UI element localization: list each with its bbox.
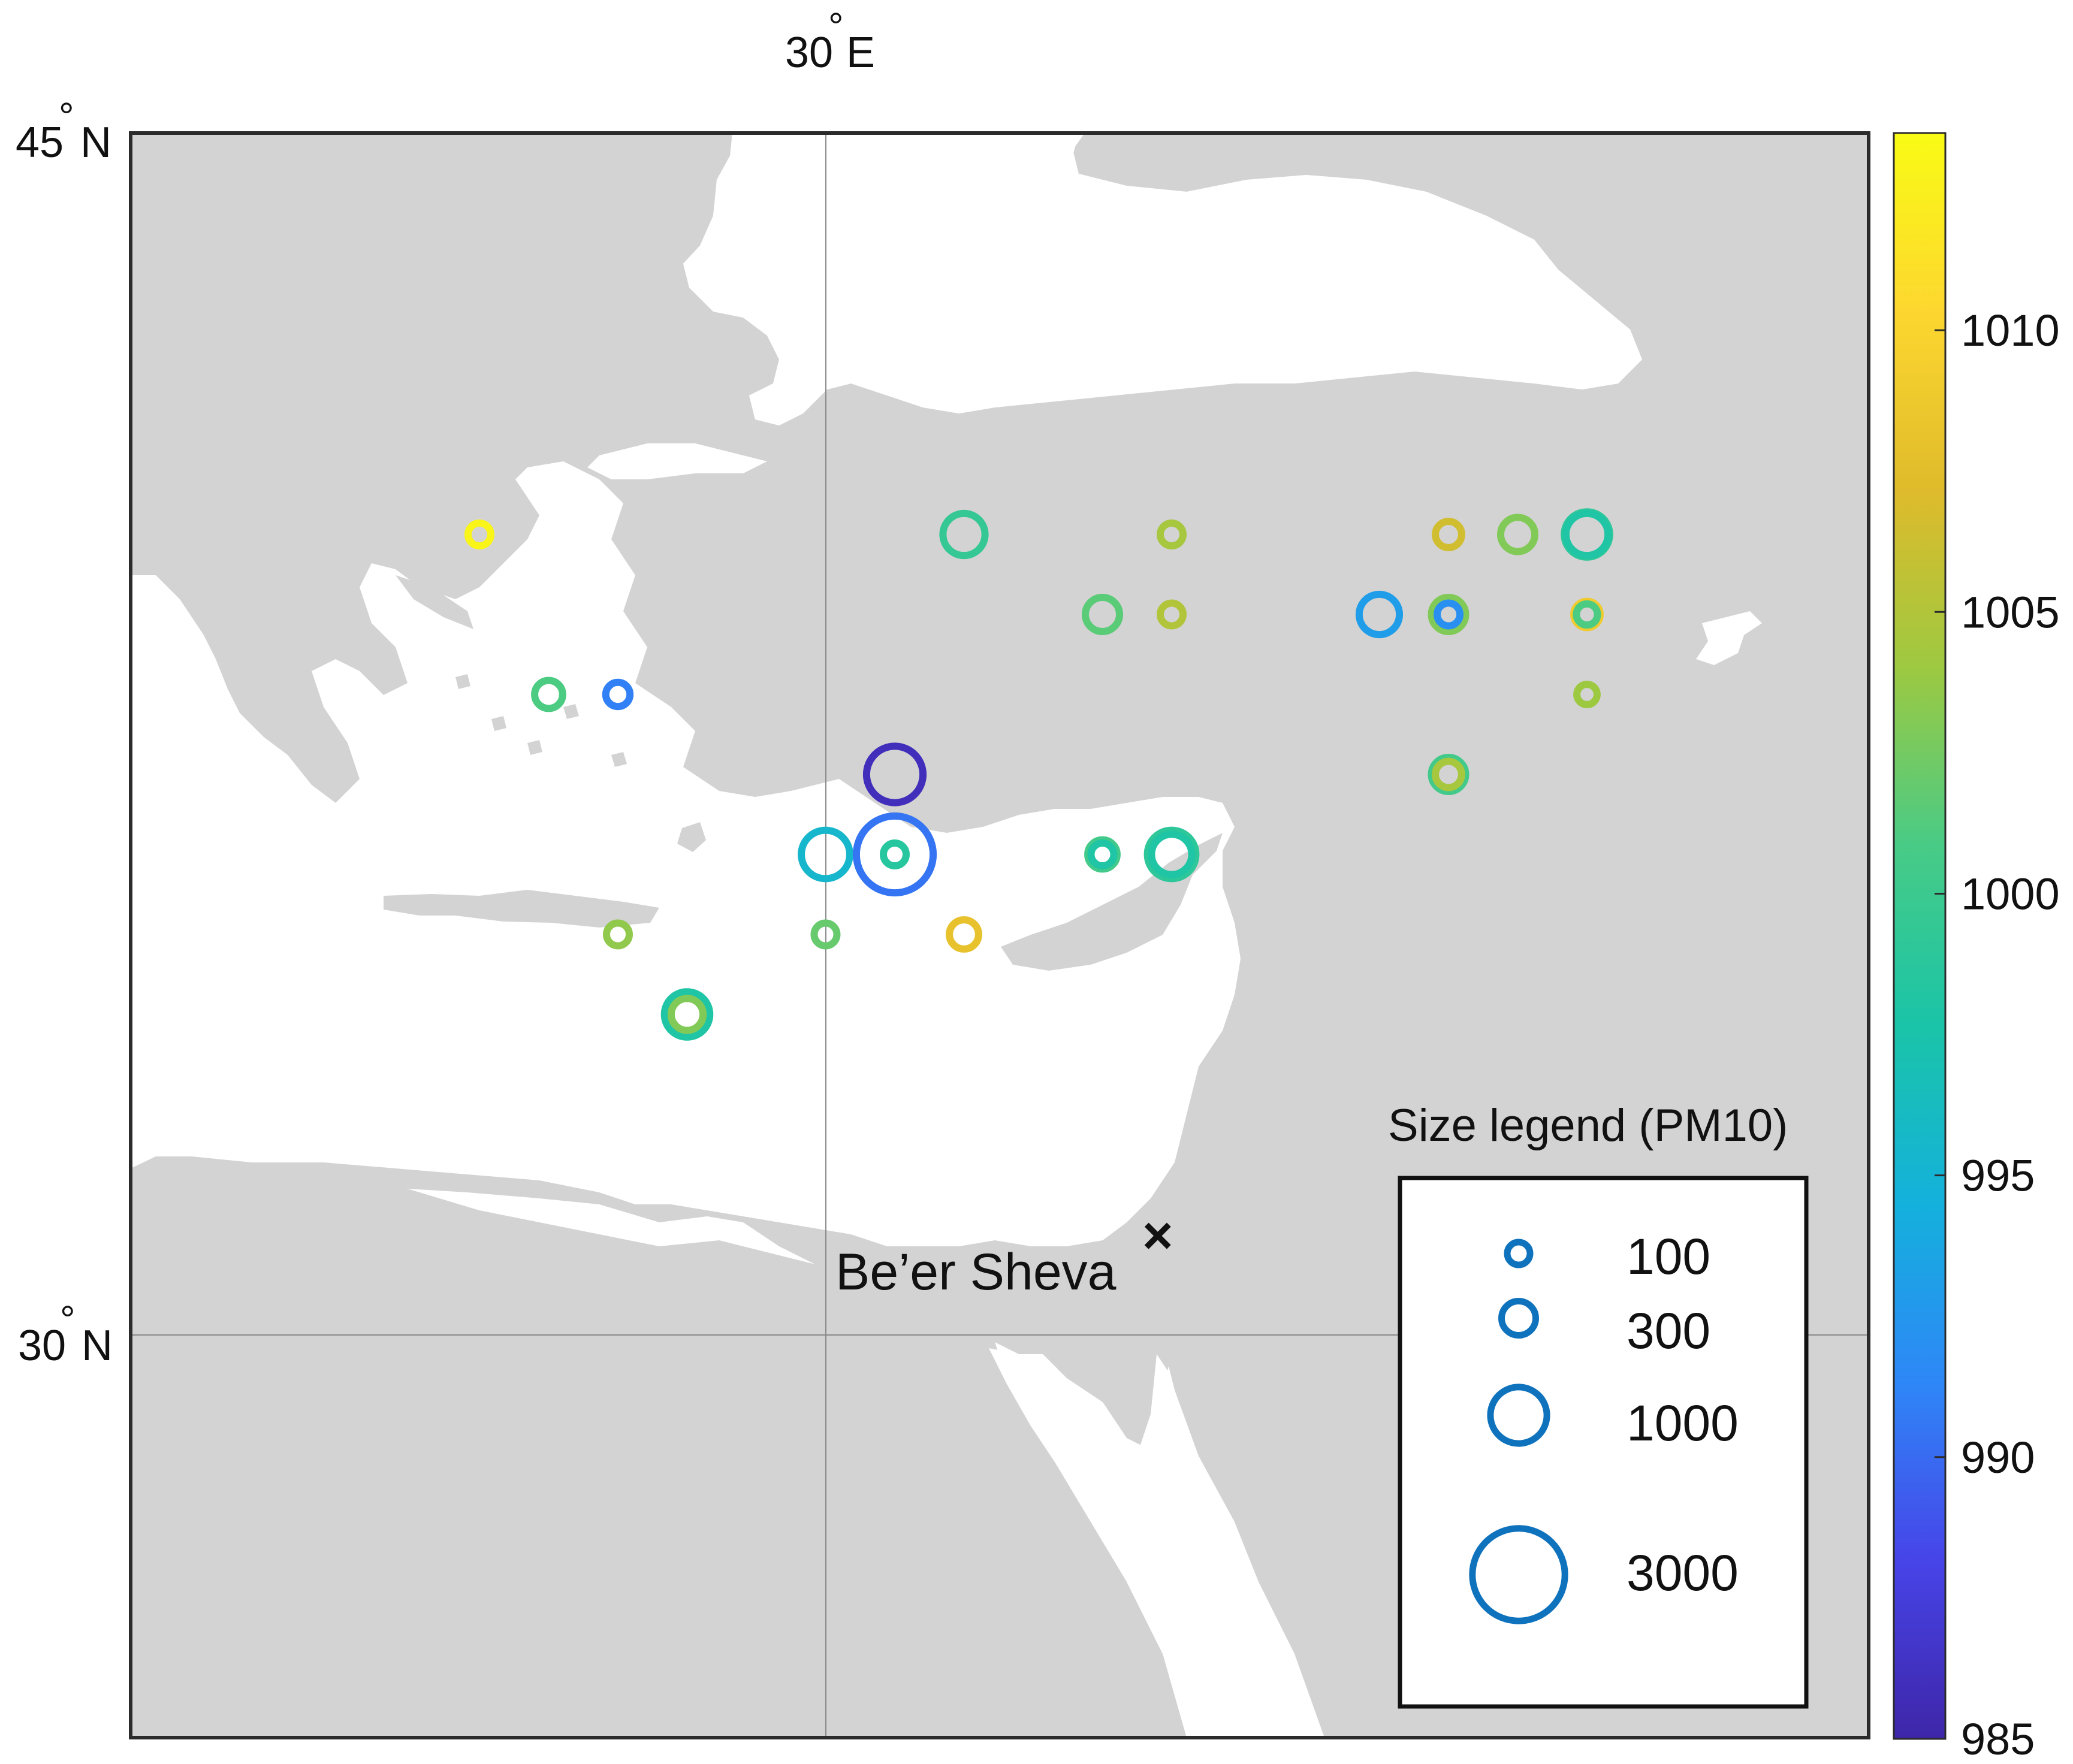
pm10-ring-1 xyxy=(531,676,566,712)
land-africa xyxy=(131,1126,1187,1738)
lat-label-degree: ° xyxy=(59,95,74,138)
colorbar-tick-label-985: 985 xyxy=(1961,1714,2035,1764)
pm10-ring-9 xyxy=(852,812,937,897)
colorbar-tick-label-1000: 1000 xyxy=(1961,869,2060,919)
lat-label-num: 45 xyxy=(16,119,64,167)
pm10-ring-17 xyxy=(1157,599,1187,630)
island-euboea xyxy=(396,575,473,629)
pm10-ring-18 xyxy=(1143,826,1200,883)
pm10-ring-30 xyxy=(1573,600,1601,629)
colorbar-ticks: 985 990 995 1000 1005 1010 xyxy=(1935,306,2060,1764)
gulf-of-suez xyxy=(989,1348,1079,1474)
pm10-ring-7 xyxy=(810,919,841,950)
pm10-ring-6 xyxy=(798,826,853,883)
size-legend-ring-300 xyxy=(1498,1298,1539,1339)
pm10-ring-5 xyxy=(667,995,707,1034)
caspian-notch xyxy=(1696,611,1762,665)
colorbar-tick-label-1005: 1005 xyxy=(1961,587,2060,637)
pm10-ring-3 xyxy=(603,919,633,950)
pm10-ring-23 xyxy=(1434,599,1464,630)
size-legend-ring-1000 xyxy=(1487,1384,1550,1447)
lon-label-30e: 30 ° E xyxy=(785,5,875,77)
island-cyclades-2 xyxy=(527,740,542,755)
beer-sheva-marker: × Be’er Sheva xyxy=(835,1206,1173,1301)
island-cyclades-4 xyxy=(611,752,627,767)
lat-label-45n: 45 ° N xyxy=(16,95,111,167)
island-cyclades-1 xyxy=(491,716,506,731)
size-legend-label-300: 300 xyxy=(1627,1303,1710,1359)
sea-of-marmara xyxy=(587,443,767,479)
pm10-ring-26 xyxy=(1497,514,1538,555)
lon-label-degree: ° xyxy=(828,5,844,48)
lon-label-num: 30 xyxy=(785,29,833,77)
lat-label-dir: N xyxy=(82,1322,113,1370)
island-crete xyxy=(384,890,659,928)
pm10-ring-22 xyxy=(1428,594,1469,635)
size-legend-entries: 100 300 1000 3000 xyxy=(1469,1228,1739,1624)
land-balkans xyxy=(131,133,732,803)
pm10-ring-12 xyxy=(946,916,982,953)
pm10-ring-2 xyxy=(602,678,634,711)
pm10-ring-25 xyxy=(1432,757,1465,792)
seas xyxy=(131,133,1762,1738)
beer-sheva-label: Be’er Sheva xyxy=(835,1243,1117,1301)
island-cyclades-3 xyxy=(563,704,579,719)
island-chios xyxy=(653,572,670,599)
red-sea xyxy=(1073,1354,1324,1738)
island-rhodes xyxy=(677,822,706,852)
size-legend-box xyxy=(1398,1176,1809,1709)
size-legend-title: Size legend (PM10) xyxy=(1388,1100,1788,1151)
pm10-ring-15 xyxy=(1087,839,1118,869)
lat-label-num: 30 xyxy=(18,1322,66,1370)
pm10-ring-28 xyxy=(1562,509,1612,560)
black-sea xyxy=(683,133,1642,425)
pm10-ring-8 xyxy=(862,742,927,807)
pm10-ring-11 xyxy=(939,509,989,560)
size-legend-ring-3000 xyxy=(1469,1525,1568,1624)
size-legend-ring-100 xyxy=(1504,1239,1534,1268)
pm10-ring-10 xyxy=(880,839,910,869)
colorbar xyxy=(1893,132,1947,1740)
lat-label-degree: ° xyxy=(60,1298,76,1341)
islands xyxy=(384,515,1223,971)
pm10-ring-4 xyxy=(660,988,714,1041)
size-legend-label-100: 100 xyxy=(1627,1228,1710,1285)
pm10-ring-16 xyxy=(1157,519,1187,549)
pm10-ring-31 xyxy=(1573,681,1601,708)
colorbar-tick-label-1010: 1010 xyxy=(1961,306,2060,355)
island-cyprus xyxy=(1001,833,1223,971)
pm10-ring-19 xyxy=(1148,830,1196,878)
size-legend-label-3000: 3000 xyxy=(1627,1545,1739,1601)
pm10-ring-24 xyxy=(1428,754,1469,795)
island-cyclades-5 xyxy=(455,674,470,689)
pm10-ring-21 xyxy=(1432,518,1465,551)
colorbar-tick-label-995: 995 xyxy=(1961,1151,2035,1201)
map-frame xyxy=(129,131,1870,1739)
size-legend-label-1000: 1000 xyxy=(1627,1395,1739,1451)
pm10-ring-20 xyxy=(1355,590,1404,639)
pm10-ring-0 xyxy=(464,519,494,549)
beer-sheva-x-icon: × xyxy=(1142,1206,1173,1265)
aegean-mediterranean-sea xyxy=(131,461,1241,1246)
lon-label-dir: E xyxy=(846,29,875,77)
pm10-ring-13 xyxy=(1082,594,1123,635)
island-lesbos xyxy=(647,515,683,545)
lat-label-30n: 30 ° N xyxy=(18,1298,113,1370)
lat-label-dir: N xyxy=(80,119,111,167)
colorbar-tick-label-990: 990 xyxy=(1961,1433,2035,1482)
pm10-rings xyxy=(464,508,1613,1041)
